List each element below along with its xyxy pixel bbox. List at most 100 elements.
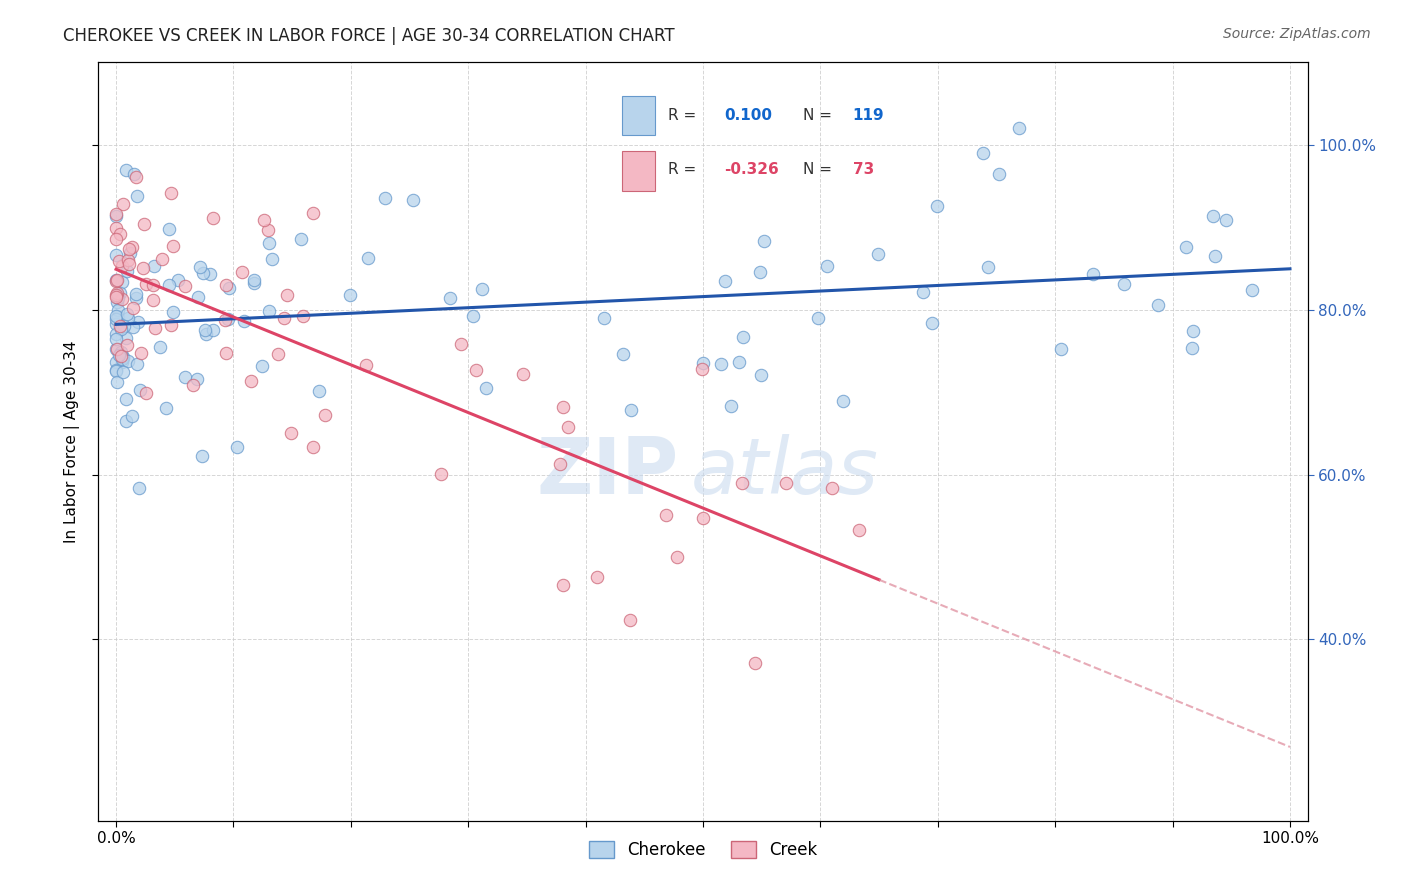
Point [464, 363, 486, 377]
Point [198, 268, 221, 282]
Point [105, 312, 128, 326]
Point [160, 186, 183, 201]
Point [302, 441, 325, 455]
Point [105, 295, 128, 310]
Point [105, 273, 128, 287]
Point [142, 277, 165, 292]
Point [143, 321, 166, 335]
Point [112, 319, 135, 334]
Point [111, 355, 134, 369]
Point [1147, 298, 1170, 312]
Point [831, 393, 853, 408]
Point [551, 400, 574, 414]
Point [107, 342, 129, 356]
Point [1215, 212, 1237, 227]
Point [308, 384, 330, 398]
Point [586, 569, 609, 583]
Point [401, 193, 423, 207]
Point [105, 290, 128, 304]
Point [117, 311, 139, 326]
Point [202, 211, 225, 226]
Point [183, 377, 205, 392]
Point [314, 408, 336, 422]
Point [111, 365, 134, 379]
Point [710, 357, 733, 371]
Point [256, 223, 278, 237]
Point [1175, 240, 1198, 254]
Point [111, 292, 134, 306]
Point [817, 259, 839, 273]
Point [160, 318, 183, 332]
Point [266, 346, 288, 360]
Point [1202, 209, 1225, 223]
Point [191, 450, 214, 464]
Y-axis label: In Labor Force | Age 30-34: In Labor Force | Age 30-34 [63, 340, 80, 543]
Point [150, 252, 173, 266]
Point [129, 383, 152, 397]
Point [105, 232, 128, 246]
Point [125, 357, 148, 371]
Point [194, 327, 217, 342]
Point [868, 247, 890, 261]
Point [1181, 324, 1204, 338]
Point [128, 481, 150, 495]
Point [162, 239, 184, 253]
Point [450, 337, 472, 351]
Point [125, 188, 148, 202]
Point [127, 315, 149, 329]
Point [105, 248, 128, 262]
Point [354, 358, 377, 372]
Point [121, 320, 143, 334]
Point [157, 222, 180, 236]
Point [733, 330, 755, 344]
Text: 73: 73 [853, 162, 875, 178]
Point [1008, 121, 1031, 136]
Point [121, 409, 143, 423]
Point [1114, 277, 1136, 291]
Point [105, 288, 128, 302]
Point [105, 363, 128, 377]
Point [174, 279, 197, 293]
Point [593, 311, 616, 326]
Point [167, 273, 190, 287]
Point [339, 288, 361, 302]
Point [111, 275, 134, 289]
Point [111, 351, 134, 366]
Point [690, 362, 713, 376]
Point [253, 213, 276, 227]
Point [749, 368, 772, 383]
Point [619, 613, 641, 627]
Point [117, 354, 139, 368]
Point [111, 197, 134, 211]
Point [157, 278, 180, 293]
Point [214, 278, 236, 293]
Point [471, 282, 494, 296]
Point [188, 260, 211, 274]
Point [775, 475, 797, 490]
Point [218, 280, 240, 294]
Point [557, 419, 579, 434]
Point [551, 578, 574, 592]
Point [110, 349, 132, 363]
Point [461, 309, 484, 323]
Point [105, 288, 128, 302]
Point [260, 252, 283, 266]
Point [215, 346, 238, 360]
Point [105, 309, 128, 323]
Text: N =: N = [803, 162, 832, 178]
Text: R =: R = [668, 162, 696, 178]
Point [112, 351, 135, 366]
Point [730, 475, 752, 490]
Point [121, 240, 143, 254]
Point [226, 440, 249, 454]
Point [655, 508, 678, 523]
Bar [621, 151, 655, 191]
Point [132, 217, 155, 231]
Point [114, 163, 136, 178]
Point [105, 207, 128, 221]
Point [174, 370, 197, 384]
Point [115, 331, 138, 345]
Text: CHEROKEE VS CREEK IN LABOR FORCE | AGE 30-34 CORRELATION CHART: CHEROKEE VS CREEK IN LABOR FORCE | AGE 3… [63, 27, 675, 45]
Point [292, 310, 315, 324]
Point [988, 167, 1011, 181]
